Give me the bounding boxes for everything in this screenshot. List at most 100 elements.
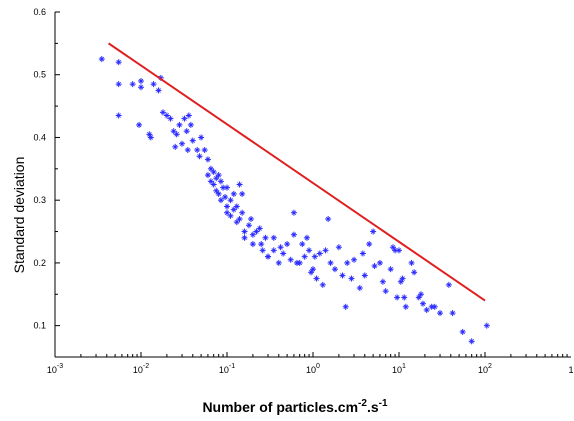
data-point bbox=[379, 278, 386, 285]
data-point bbox=[249, 231, 256, 238]
data-point bbox=[468, 338, 475, 345]
data-point bbox=[241, 228, 248, 235]
data-point bbox=[394, 294, 401, 301]
data-point bbox=[396, 247, 402, 254]
data-point bbox=[189, 137, 196, 144]
data-point bbox=[342, 303, 349, 310]
data-point bbox=[247, 216, 254, 222]
data-point bbox=[382, 288, 389, 295]
data-point bbox=[275, 259, 282, 266]
x-tick-label: 1 bbox=[568, 365, 573, 375]
data-point bbox=[184, 147, 191, 153]
data-point bbox=[290, 231, 297, 238]
y-axis-label: Standard deviation bbox=[11, 157, 27, 274]
data-point bbox=[176, 121, 183, 128]
data-point bbox=[136, 121, 143, 128]
x-tick-label: 10-1 bbox=[219, 363, 235, 375]
data-point bbox=[173, 131, 180, 138]
data-point bbox=[265, 253, 272, 260]
data-point bbox=[256, 225, 263, 232]
data-point bbox=[215, 172, 222, 179]
data-point bbox=[207, 165, 214, 172]
data-point bbox=[356, 285, 363, 291]
x-tick-label: 10-2 bbox=[133, 363, 149, 375]
data-point bbox=[155, 87, 162, 94]
data-point bbox=[417, 291, 424, 298]
data-point bbox=[179, 140, 186, 147]
data-point bbox=[359, 250, 366, 257]
x-tick-label: 10-3 bbox=[47, 363, 63, 375]
data-point bbox=[415, 294, 422, 301]
data-point bbox=[327, 259, 334, 266]
data-point bbox=[230, 190, 237, 197]
data-point bbox=[431, 303, 438, 310]
data-point bbox=[204, 156, 211, 163]
data-point bbox=[210, 168, 217, 175]
y-tick-label: 0.4 bbox=[33, 132, 46, 142]
data-point bbox=[215, 190, 222, 197]
data-point bbox=[389, 244, 396, 251]
data-point bbox=[245, 222, 252, 229]
y-tick-label: 0.1 bbox=[33, 321, 46, 331]
data-point bbox=[387, 266, 394, 273]
data-points bbox=[98, 56, 490, 345]
axes bbox=[54, 12, 571, 358]
data-point bbox=[115, 59, 122, 66]
data-point bbox=[201, 147, 208, 153]
y-tick-label: 0.5 bbox=[33, 70, 46, 80]
data-point bbox=[348, 275, 355, 282]
data-point bbox=[296, 259, 303, 266]
data-point bbox=[325, 216, 332, 222]
data-point bbox=[217, 178, 224, 185]
data-point bbox=[376, 259, 383, 266]
data-point bbox=[241, 234, 248, 241]
fit-lines bbox=[108, 42, 486, 302]
data-point bbox=[270, 247, 277, 254]
data-point bbox=[371, 263, 378, 270]
data-point bbox=[344, 259, 351, 266]
data-point bbox=[187, 121, 194, 128]
data-point bbox=[483, 322, 490, 329]
data-point bbox=[351, 256, 358, 263]
data-point bbox=[213, 175, 220, 182]
data-point bbox=[258, 241, 265, 248]
data-point bbox=[217, 197, 224, 204]
x-tick-label: 100 bbox=[306, 363, 320, 375]
data-point bbox=[303, 234, 310, 241]
data-point bbox=[299, 241, 306, 248]
x-tick-label: 102 bbox=[478, 363, 492, 375]
data-point bbox=[331, 266, 338, 273]
data-point bbox=[115, 81, 122, 88]
data-point bbox=[423, 306, 430, 313]
data-point bbox=[239, 190, 246, 197]
data-point bbox=[401, 294, 408, 301]
data-point bbox=[138, 78, 144, 84]
data-point bbox=[259, 247, 266, 254]
data-point bbox=[213, 187, 220, 194]
data-point bbox=[408, 259, 415, 266]
data-point bbox=[280, 250, 287, 257]
data-point bbox=[445, 281, 452, 288]
data-point bbox=[115, 112, 122, 119]
data-point bbox=[306, 247, 313, 254]
data-point bbox=[196, 153, 203, 160]
data-point bbox=[459, 328, 466, 335]
data-point bbox=[335, 244, 342, 251]
data-point bbox=[290, 209, 297, 216]
data-point bbox=[322, 247, 329, 254]
data-point bbox=[129, 81, 136, 88]
x-axis-label: Number of particles.cm-2.s-1 bbox=[202, 398, 388, 415]
data-point bbox=[233, 203, 240, 210]
data-point bbox=[310, 266, 316, 273]
data-point bbox=[138, 84, 144, 91]
y-tick-label: 0.2 bbox=[33, 258, 46, 268]
data-point bbox=[181, 115, 188, 122]
data-point bbox=[339, 272, 346, 279]
data-point bbox=[411, 269, 418, 276]
x-axis-ticks: 10-3 10-2 10-1 100 101 102 1 bbox=[47, 352, 574, 375]
data-point bbox=[366, 241, 373, 248]
data-point bbox=[236, 216, 243, 222]
x-tick-label: 101 bbox=[392, 363, 406, 375]
data-point bbox=[308, 269, 315, 276]
data-point bbox=[150, 81, 157, 88]
